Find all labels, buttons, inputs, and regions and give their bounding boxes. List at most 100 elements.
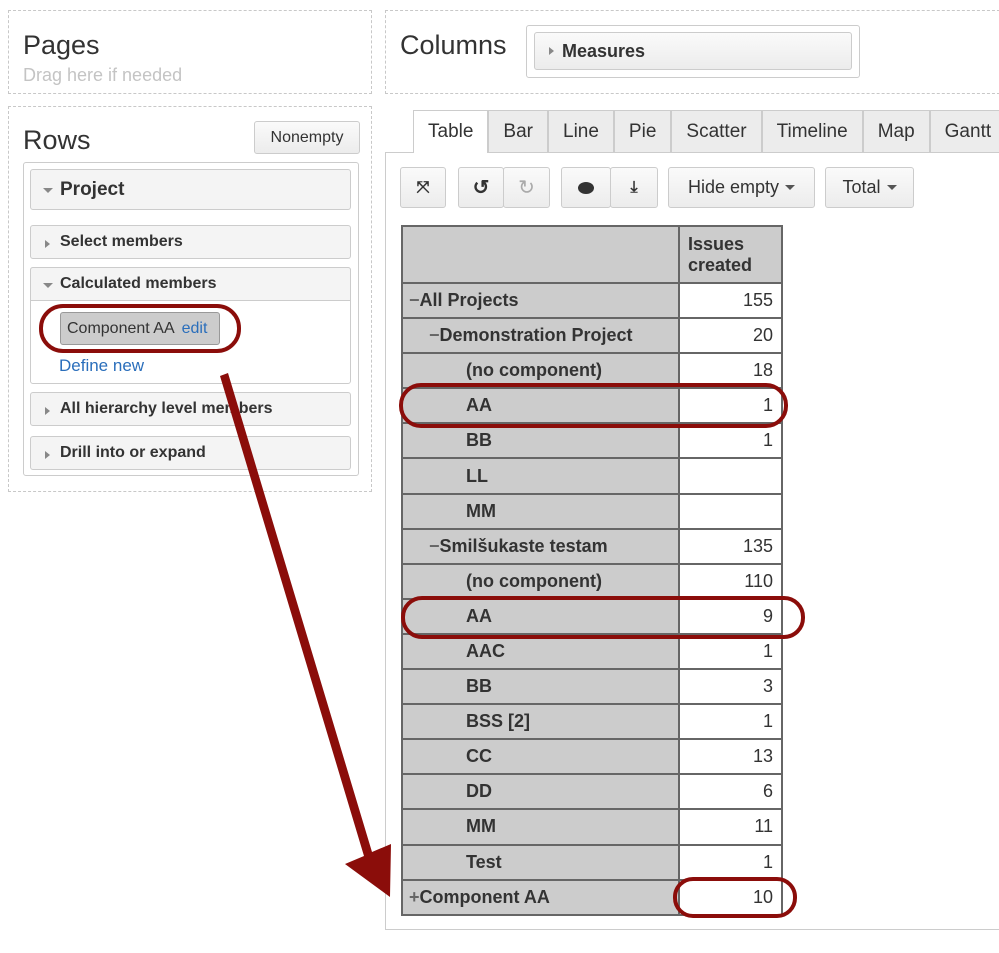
row-label: Demonstration Project (439, 325, 633, 346)
tab-table[interactable]: Table (413, 110, 489, 153)
total-label: Total (842, 177, 881, 197)
download-button[interactable]: ⤓ (610, 167, 658, 208)
fullscreen-button[interactable]: ⤧ (400, 167, 446, 208)
row-header[interactable]: MM (401, 492, 680, 530)
row-header[interactable]: DD (401, 773, 680, 811)
rows-dropzone[interactable] (8, 106, 372, 492)
view-tabs: Table Bar Line Pie Scatter Timeline Map … (413, 110, 999, 153)
edit-link[interactable]: edit (181, 319, 208, 337)
section-label: Calculated members (60, 275, 217, 292)
calculated-members-section[interactable]: Calculated members (30, 267, 351, 301)
columns-dropzone[interactable] (385, 10, 999, 94)
section-label: Drill into or expand (60, 444, 206, 461)
row-value: 1 (678, 703, 783, 741)
row-value: 6 (678, 773, 783, 811)
row-value: 3 (678, 668, 783, 706)
expand-icon (45, 451, 50, 459)
collapse-icon (43, 188, 53, 193)
all-hierarchy-section[interactable]: All hierarchy level members (30, 392, 351, 426)
table-row: AA 1 (401, 387, 783, 425)
measures-dimension[interactable]: Measures (534, 32, 852, 70)
redo-button[interactable]: ↻ (503, 167, 550, 208)
expand-icon[interactable]: + (409, 886, 420, 907)
hide-empty-dropdown[interactable]: Hide empty (668, 167, 815, 208)
row-value: 1 (678, 422, 783, 460)
tab-line[interactable]: Line (548, 110, 614, 152)
row-label: CC (466, 746, 492, 767)
tab-gantt[interactable]: Gantt (929, 110, 999, 152)
row-value: 18 (678, 352, 783, 390)
row-header[interactable]: Test (401, 843, 680, 881)
row-value: 1 (678, 843, 783, 881)
collapse-icon[interactable]: − (429, 325, 440, 346)
row-header[interactable]: (no component) (401, 562, 680, 600)
row-header[interactable]: AA (401, 387, 680, 425)
tab-bar[interactable]: Bar (488, 110, 548, 152)
row-label: DD (466, 781, 492, 802)
row-value: 155 (678, 281, 783, 320)
row-label: Smilšukaste testam (439, 535, 608, 556)
select-members-section[interactable]: Select members (30, 225, 351, 259)
table-row: LL (401, 457, 783, 495)
corner-cell (401, 225, 680, 284)
row-label: Test (466, 851, 502, 872)
table-row: DD 6 (401, 773, 783, 811)
table-row: +Component AA 10 (401, 878, 783, 916)
rows-title: Rows (23, 125, 91, 155)
caret-down-icon (785, 185, 796, 190)
table-row: (no component) 18 (401, 352, 783, 390)
row-label: All Projects (419, 290, 519, 311)
undo-button[interactable]: ↺ (458, 167, 504, 208)
row-header[interactable]: BB (401, 668, 680, 706)
row-header[interactable]: −All Projects (401, 281, 680, 320)
row-header[interactable]: CC (401, 738, 680, 776)
row-value: 135 (678, 527, 783, 565)
row-header[interactable]: AAC (401, 632, 680, 671)
measures-label: Measures (562, 40, 646, 61)
collapse-icon[interactable]: − (429, 535, 440, 556)
expand-icon (549, 47, 554, 55)
drill-section[interactable]: Drill into or expand (30, 436, 351, 470)
table-row: MM 11 (401, 808, 783, 846)
collapse-icon (43, 283, 53, 288)
row-label: (no component) (466, 360, 602, 381)
project-dimension[interactable]: Project (30, 169, 351, 210)
row-header[interactable]: −Demonstration Project (401, 317, 680, 355)
row-header[interactable]: +Component AA (401, 878, 680, 916)
row-header[interactable]: AA (401, 597, 680, 635)
row-header[interactable]: BSS [2] (401, 703, 680, 741)
row-value: 9 (678, 597, 783, 635)
calc-member-chip[interactable]: Component AA edit (60, 312, 220, 345)
table-row: −Demonstration Project 20 (401, 317, 783, 355)
undo-icon: ↺ (472, 177, 490, 199)
row-header[interactable]: −Smilšukaste testam (401, 527, 680, 565)
comment-button[interactable] (561, 167, 611, 208)
columns-box (526, 25, 860, 78)
row-header[interactable]: (no component) (401, 352, 680, 390)
row-label: Component AA (419, 886, 550, 907)
row-label: (no component) (466, 570, 602, 591)
define-new-link[interactable]: Define new (59, 356, 145, 375)
table-row: AA 9 (401, 597, 783, 635)
row-header[interactable]: BB (401, 422, 680, 460)
row-header[interactable]: LL (401, 457, 680, 495)
tab-map[interactable]: Map (862, 110, 930, 152)
hide-empty-label: Hide empty (687, 177, 780, 197)
row-label: AAC (466, 640, 505, 661)
row-header[interactable]: MM (401, 808, 680, 846)
table-row: −Smilšukaste testam 135 (401, 527, 783, 565)
tab-timeline[interactable]: Timeline (761, 110, 863, 152)
row-value: 1 (678, 632, 783, 671)
tab-pie[interactable]: Pie (613, 110, 672, 152)
measure-header[interactable]: Issues created (678, 225, 783, 284)
nonempty-button[interactable]: Nonempty (254, 121, 360, 154)
table-row: MM (401, 492, 783, 530)
table-row: CC 13 (401, 738, 783, 776)
pages-title: Pages (23, 30, 100, 60)
collapse-icon[interactable]: − (409, 290, 420, 311)
total-dropdown[interactable]: Total (825, 167, 914, 208)
caret-down-icon (886, 185, 897, 190)
pages-dropzone[interactable] (8, 10, 372, 94)
row-value: 10 (678, 878, 783, 916)
tab-scatter[interactable]: Scatter (671, 110, 762, 152)
